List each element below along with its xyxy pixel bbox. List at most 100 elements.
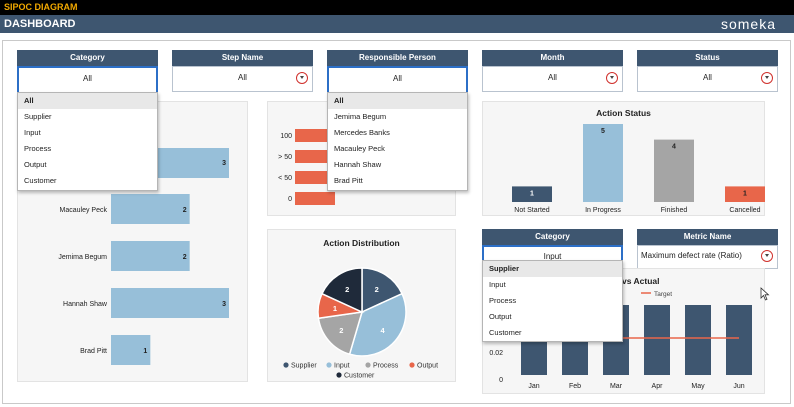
- dropdown-option[interactable]: Process: [489, 296, 517, 305]
- status-category-label: Finished: [661, 207, 688, 214]
- month-filter-value[interactable]: All: [482, 66, 623, 92]
- action-distribution-title: Action Distribution: [323, 238, 400, 248]
- action-distribution-panel: Action Distribution 2 4 2 1 2 Supplier Input Pr…: [267, 229, 456, 382]
- bar-value-label: 2: [183, 254, 187, 261]
- status-bar: [654, 139, 694, 202]
- dropdown-option[interactable]: Customer: [24, 176, 57, 185]
- dropdown-option[interactable]: Output: [489, 312, 512, 321]
- chevron-down-icon[interactable]: [296, 72, 308, 84]
- action-status-panel: Action Status 1 Not Started 5 In Progress 4 F…: [482, 101, 765, 216]
- responsible-filter[interactable]: Responsible Person All: [327, 50, 468, 94]
- status-category-label: In Progress: [585, 207, 621, 214]
- actual-bar: [644, 305, 670, 375]
- dropdown-option[interactable]: Process: [24, 144, 52, 153]
- metric-category-label: Category: [482, 229, 623, 245]
- legend-label: Process: [373, 363, 399, 370]
- status-value-text: All: [703, 73, 712, 82]
- category-filter-value[interactable]: All: [17, 66, 158, 94]
- status-filter[interactable]: Status All: [637, 50, 778, 92]
- dropdown-option[interactable]: Macauley Peck: [334, 144, 385, 153]
- dropdown-option[interactable]: Mercedes Banks: [334, 128, 390, 137]
- responsible-filter-label: Responsible Person: [327, 50, 468, 66]
- pie-value-label: 2: [375, 285, 379, 294]
- step-name-value-text: All: [238, 73, 247, 82]
- legend-marker: [365, 362, 371, 368]
- y-tick-label: 0: [499, 377, 503, 384]
- legend-marker: [336, 372, 342, 378]
- dropdown-option[interactable]: Supplier: [483, 261, 622, 277]
- status-bar: [583, 124, 623, 202]
- step-bar-chart: 100 > 50 < 50 0: [278, 129, 335, 205]
- step-tick-label: < 50: [278, 175, 292, 182]
- pie-slice: [348, 292, 407, 357]
- y-tick-label: 0.02: [489, 350, 503, 357]
- responsible-dropdown-list[interactable]: All Jemima Begum Mercedes Banks Macauley Pe…: [327, 92, 468, 191]
- status-category-label: Not Started: [514, 207, 550, 214]
- status-filter-label: Status: [637, 50, 778, 66]
- dropdown-option[interactable]: Output: [24, 160, 47, 169]
- person-bar: [111, 288, 229, 318]
- chevron-down-icon[interactable]: [606, 72, 618, 84]
- metric-category-dropdown-list[interactable]: Supplier Input Process Output Customer: [482, 260, 623, 342]
- person-category-label: Jemima Begum: [58, 254, 107, 261]
- dropdown-option[interactable]: Supplier: [24, 112, 52, 121]
- category-filter[interactable]: Category All: [17, 50, 158, 94]
- actual-bar: [685, 305, 711, 375]
- dropdown-option[interactable]: All: [18, 93, 157, 109]
- chevron-down-icon[interactable]: [761, 72, 773, 84]
- month-label: May: [691, 383, 705, 390]
- bar-value-label: 2: [183, 207, 187, 214]
- status-category-label: Cancelled: [729, 207, 760, 214]
- status-filter-value[interactable]: All: [637, 66, 778, 92]
- step-bar: [295, 150, 335, 163]
- person-category-label: Brad Pitt: [80, 348, 107, 355]
- month-label: Feb: [569, 383, 581, 390]
- dropdown-option[interactable]: Input: [24, 128, 41, 137]
- dropdown-option[interactable]: Input: [489, 280, 506, 289]
- status-value-label: 1: [743, 190, 747, 197]
- person-bar-chart: 3 Macauley Peck 2 Jemima Begum 2 Hannah Shaw 3…: [58, 148, 229, 365]
- pie-slice: [361, 267, 404, 314]
- dropdown-option[interactable]: Jemima Begum: [334, 112, 387, 121]
- metric-name-value[interactable]: Maximum defect rate (Ratio): [637, 245, 778, 269]
- bar-value-label: 1: [143, 348, 147, 355]
- brand-logo: someka: [720, 16, 776, 32]
- month-label: Jan: [528, 383, 539, 390]
- month-filter[interactable]: Month All: [482, 50, 623, 92]
- person-bar: [111, 335, 151, 365]
- dropdown-option[interactable]: All: [328, 93, 467, 109]
- pie-value-label: 2: [345, 285, 349, 294]
- legend-marker: [326, 362, 332, 368]
- status-bar: [512, 186, 552, 202]
- dropdown-option[interactable]: Hannah Shaw: [334, 160, 382, 169]
- pie-slice: [320, 267, 363, 314]
- step-name-filter[interactable]: Step Name All: [172, 50, 313, 92]
- person-bar: [111, 194, 190, 224]
- month-label: Mar: [610, 383, 623, 390]
- chevron-down-icon[interactable]: [761, 250, 773, 262]
- legend-label: Supplier: [291, 363, 317, 370]
- responsible-filter-value[interactable]: All: [327, 66, 468, 94]
- actual-bar: [726, 305, 752, 375]
- metric-name-filter[interactable]: Metric Name Maximum defect rate (Ratio): [637, 229, 778, 269]
- month-label: Apr: [652, 383, 664, 390]
- app-title: SIPOC DIAGRAM: [4, 2, 78, 12]
- step-tick-label: > 50: [278, 154, 292, 161]
- header-title: DASHBOARD: [4, 18, 76, 30]
- category-dropdown-list[interactable]: All Supplier Input Process Output Customer: [17, 92, 158, 191]
- step-name-filter-value[interactable]: All: [172, 66, 313, 92]
- month-filter-label: Month: [482, 50, 623, 66]
- person-bar: [111, 241, 190, 271]
- legend-label: Input: [334, 363, 350, 370]
- dropdown-option[interactable]: Brad Pitt: [334, 176, 363, 185]
- legend-marker: [283, 362, 289, 368]
- action-distribution-pie: 2 4 2 1 2 Supplier Input Process Output Customer: [283, 267, 438, 380]
- app-title-bar: SIPOC DIAGRAM: [0, 0, 794, 15]
- person-category-label: Macauley Peck: [60, 207, 108, 214]
- step-tick-label: 0: [288, 196, 292, 203]
- month-label: Jun: [733, 383, 744, 390]
- status-value-label: 4: [672, 144, 676, 151]
- pie-value-label: 4: [381, 326, 386, 335]
- metric-name-label: Metric Name: [637, 229, 778, 245]
- dropdown-option[interactable]: Customer: [489, 328, 522, 337]
